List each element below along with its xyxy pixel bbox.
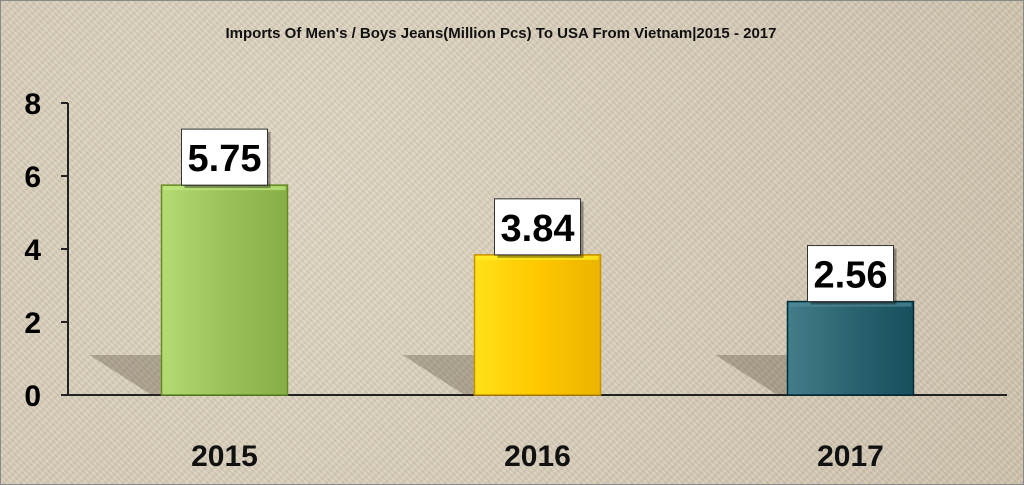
bar-highlight (163, 186, 286, 191)
data-label: 3.84 (501, 208, 575, 250)
bar-shadow (89, 355, 162, 395)
bar-2016 (473, 254, 602, 396)
bar-2017 (786, 300, 915, 396)
x-tick-label: 2015 (191, 440, 258, 473)
bar-shadow (402, 355, 475, 395)
data-label: 2.56 (814, 255, 888, 297)
y-tick-label: 0 (24, 380, 41, 413)
bar-highlight (789, 302, 912, 307)
data-label-box (494, 198, 581, 256)
data-label-box (181, 128, 268, 186)
data-label: 5.75 (188, 138, 262, 180)
bar-highlight (476, 255, 599, 260)
chart-title: Imports Of Men's / Boys Jeans(Million Pc… (226, 25, 777, 42)
y-tick-label: 4 (24, 234, 41, 267)
y-tick-label: 6 (24, 161, 41, 194)
x-tick-label: 2017 (817, 440, 884, 473)
bar-2015 (160, 184, 289, 396)
x-ticks: 2015 2016 2017 (191, 440, 884, 473)
y-ticks: 0 2 4 6 8 (24, 88, 68, 413)
data-label-box (807, 245, 894, 303)
y-tick-label: 2 (24, 307, 41, 340)
bar-shadow (715, 355, 788, 395)
y-tick-label: 8 (24, 88, 41, 121)
bars: 5.75 3.84 2.56 (89, 128, 915, 396)
x-tick-label: 2016 (504, 440, 571, 473)
